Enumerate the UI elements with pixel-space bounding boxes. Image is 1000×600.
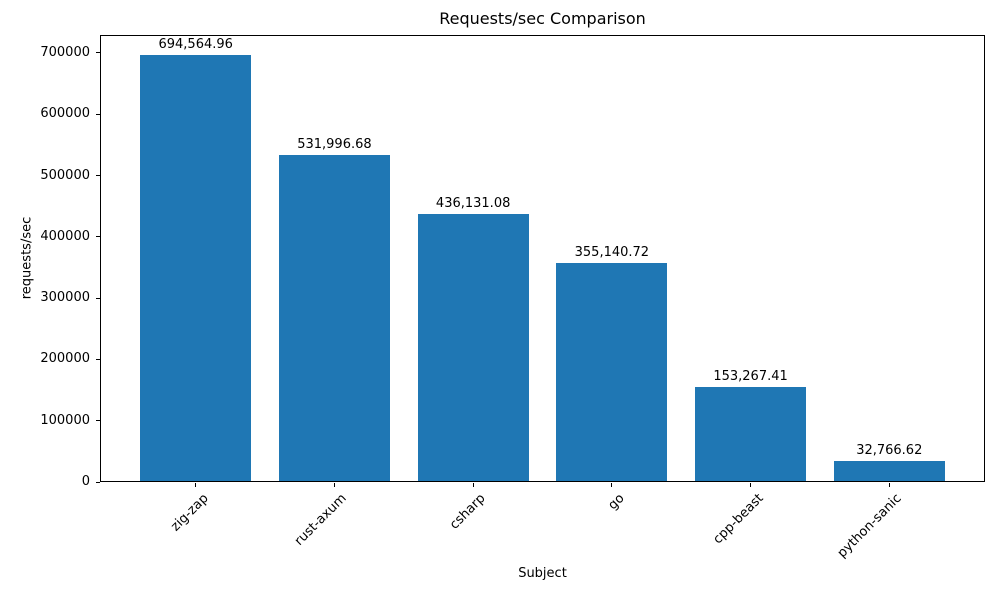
- y-tick-mark: [96, 236, 100, 238]
- x-tick-mark: [472, 483, 474, 487]
- bar-go: [556, 263, 668, 481]
- x-tick-label: go: [605, 491, 628, 514]
- x-axis-label: Subject: [518, 566, 567, 581]
- y-tick-label: 500000: [40, 167, 90, 183]
- x-tick-mark: [333, 483, 335, 487]
- y-tick-mark: [96, 481, 100, 483]
- y-tick-label: 600000: [40, 106, 90, 122]
- y-tick-label: 100000: [40, 412, 90, 428]
- x-tick-label: rust-axum: [292, 491, 351, 549]
- x-tick-mark: [888, 483, 890, 487]
- x-tick-label: csharp: [447, 491, 489, 533]
- y-tick-label: 300000: [40, 290, 90, 306]
- x-tick-mark: [611, 483, 613, 487]
- bar-value-label: 355,140.72: [574, 245, 650, 261]
- x-tick-mark: [195, 483, 197, 487]
- bar-rust-axum: [278, 154, 390, 481]
- bar-value-label: 32,766.62: [856, 442, 923, 458]
- x-tick-label: zig-zap: [167, 491, 212, 535]
- plot-area: [100, 35, 985, 482]
- bar-python-sanic: [833, 460, 945, 481]
- bar-value-label: 436,131.08: [435, 195, 511, 211]
- y-tick-label: 700000: [40, 44, 90, 60]
- x-tick-mark: [750, 483, 752, 487]
- bar-value-label: 153,267.41: [713, 369, 788, 385]
- y-tick-mark: [96, 175, 100, 177]
- y-tick-label: 0: [81, 474, 90, 489]
- y-tick-mark: [96, 52, 100, 54]
- x-tick-label: cpp-beast: [709, 491, 767, 548]
- bar-value-label: 694,564.96: [158, 37, 233, 53]
- bar-value-label: 531,996.68: [297, 136, 372, 152]
- y-tick-label: 200000: [40, 351, 90, 367]
- bar-cpp-beast: [695, 387, 807, 481]
- y-tick-mark: [96, 358, 100, 360]
- y-tick-mark: [96, 113, 100, 115]
- chart-title: Requests/sec Comparison: [439, 9, 646, 28]
- y-tick-mark: [96, 297, 100, 299]
- y-tick-mark: [96, 420, 100, 422]
- x-tick-label: python-sanic: [834, 491, 905, 561]
- bar-csharp: [417, 213, 529, 481]
- bar-zig-zap: [140, 55, 252, 481]
- y-tick-label: 400000: [40, 228, 90, 244]
